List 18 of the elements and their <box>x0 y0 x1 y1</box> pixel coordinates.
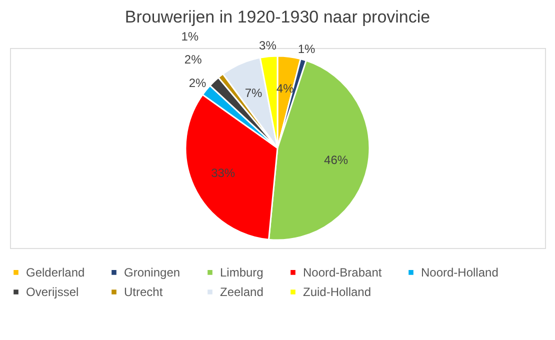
legend-label: Gelderland <box>26 265 85 280</box>
chart-title: Brouwerijen in 1920-1930 naar provincie <box>124 8 430 27</box>
data-label: 7% <box>244 86 263 100</box>
data-label: 2% <box>184 52 202 66</box>
data-label: 46% <box>324 153 348 168</box>
data-label: 2% <box>188 76 207 90</box>
legend-label: Overijssel <box>26 285 79 299</box>
legend-label: Groningen <box>124 265 180 280</box>
legend-label: Zeeland <box>220 285 264 299</box>
legend-label: Noord-Brabant <box>303 265 382 280</box>
legend-label: Noord-Holland <box>421 265 498 280</box>
data-label: 3% <box>259 38 277 52</box>
data-label: 1% <box>298 42 316 56</box>
data-label: 1% <box>181 30 199 44</box>
data-label: 33% <box>211 166 236 180</box>
legend-label: Utrecht <box>124 285 164 299</box>
legend-label: Zuid-Holland <box>303 285 372 299</box>
legend-label: Limburg <box>220 265 264 280</box>
